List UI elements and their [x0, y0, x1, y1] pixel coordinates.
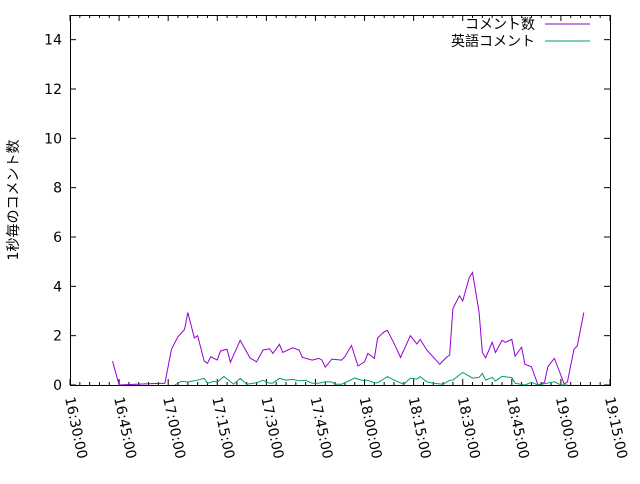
- x-tick-label: 19:00:00: [552, 396, 581, 461]
- x-tick-label: 18:45:00: [503, 396, 532, 461]
- y-tick-label: 2: [53, 329, 62, 345]
- legend-label: コメント数: [465, 17, 535, 33]
- y-tick-label: 14: [44, 33, 62, 49]
- y-tick-label: 6: [53, 230, 62, 246]
- y-tick-label: 12: [44, 82, 62, 98]
- x-tick-label: 19:15:00: [601, 396, 630, 461]
- x-tick-label: 16:45:00: [110, 396, 139, 461]
- y-axis-label: 1秒毎のコメント数: [6, 140, 22, 261]
- x-tick-label: 17:30:00: [257, 396, 286, 461]
- plot-frame: [70, 15, 611, 386]
- y-tick-label: 0: [53, 378, 62, 394]
- x-tick-label: 17:45:00: [307, 396, 336, 461]
- y-tick-label: 4: [53, 279, 62, 295]
- series-line-1: [174, 371, 568, 386]
- legend-label: 英語コメント: [451, 33, 535, 50]
- y-tick-label: 10: [44, 131, 62, 147]
- x-tick-label: 17:15:00: [208, 396, 237, 461]
- x-tick-label: 18:30:00: [454, 396, 483, 461]
- x-tick-label: 18:15:00: [405, 396, 434, 461]
- x-tick-label: 18:00:00: [356, 396, 385, 461]
- series-line-0: [112, 271, 585, 386]
- x-tick-label: 16:30:00: [61, 396, 90, 461]
- y-tick-label: 8: [53, 181, 62, 197]
- x-tick-label: 17:00:00: [159, 396, 188, 461]
